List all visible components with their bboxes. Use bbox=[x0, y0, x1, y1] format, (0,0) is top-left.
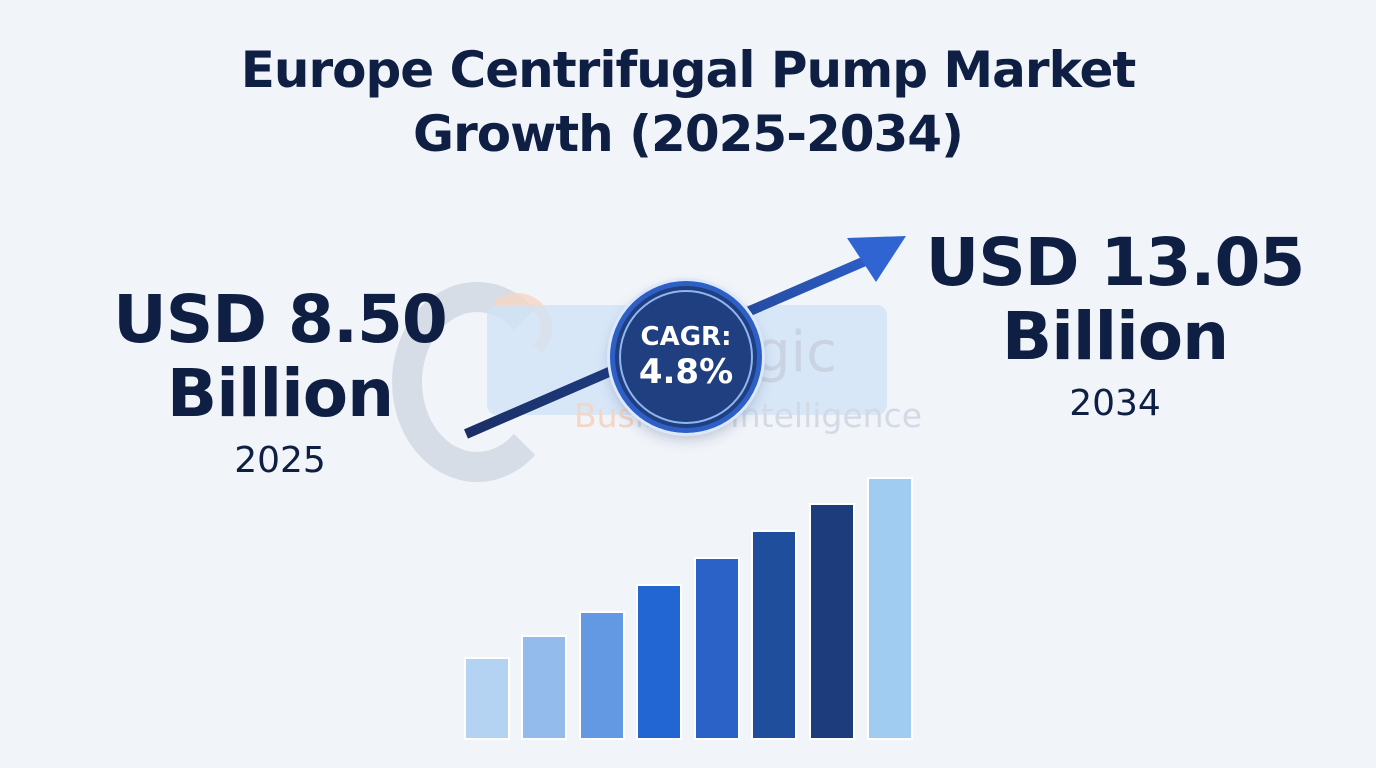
end-value-block: USD 13.05 Billion 2034 bbox=[915, 226, 1315, 426]
end-year: 2034 bbox=[1069, 383, 1161, 424]
chart-title-line-2: Growth (2025-2034) bbox=[413, 105, 964, 163]
bar-6 bbox=[753, 532, 795, 738]
bar-4 bbox=[638, 586, 680, 738]
cagr-label: CAGR: bbox=[640, 322, 732, 352]
cagr-value: 4.8% bbox=[638, 352, 734, 392]
start-value-block: USD 8.50 Billion 2025 bbox=[95, 283, 465, 483]
bar-5 bbox=[696, 559, 738, 738]
bar-1 bbox=[466, 659, 508, 738]
bar-8 bbox=[869, 479, 911, 738]
start-amount: USD 8.50 bbox=[113, 281, 448, 358]
end-amount: USD 13.05 bbox=[925, 224, 1306, 301]
bar-7 bbox=[811, 505, 853, 738]
chart-title: Europe Centrifugal Pump Market Growth (2… bbox=[0, 38, 1376, 166]
start-year: 2025 bbox=[234, 440, 326, 481]
bar-3 bbox=[581, 613, 623, 738]
watermark-tagline-part-c: Intelligence bbox=[730, 396, 923, 435]
start-unit: Billion bbox=[166, 355, 394, 432]
chart-title-line-1: Europe Centrifugal Pump Market bbox=[240, 41, 1137, 99]
end-unit: Billion bbox=[1001, 298, 1229, 375]
bar-2 bbox=[523, 637, 565, 738]
cagr-badge: CAGR: 4.8% bbox=[610, 281, 762, 433]
